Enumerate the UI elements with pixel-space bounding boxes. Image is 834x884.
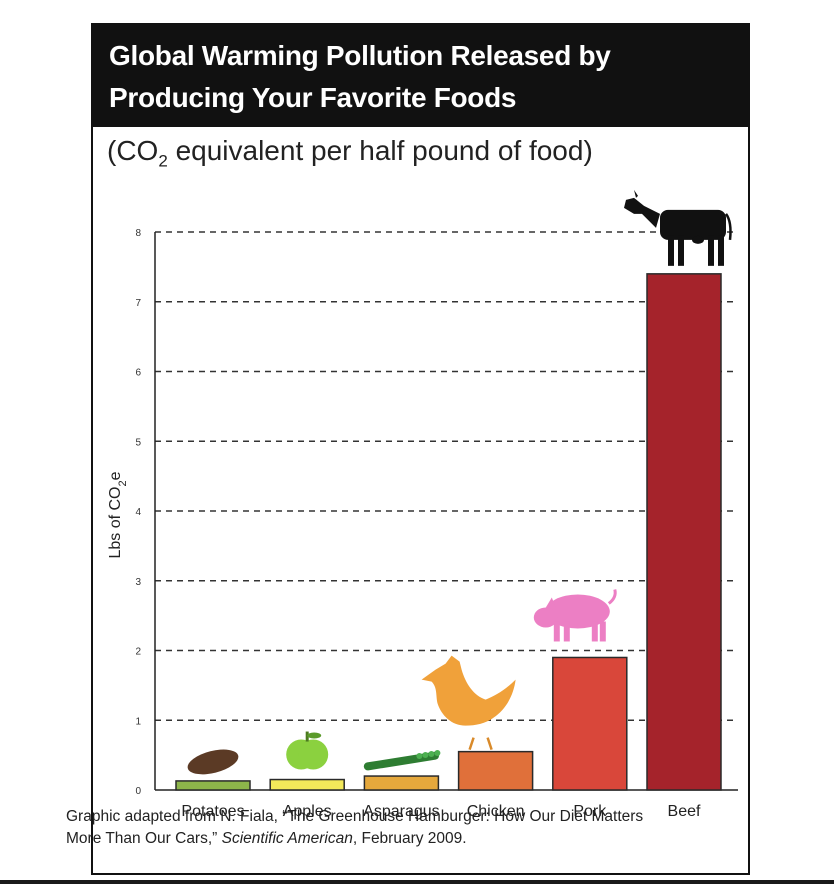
chart-title-line-2: Producing Your Favorite Foods [109,82,517,113]
title-bar: Global Warming Pollution Released by Pro… [93,25,748,127]
x-tick-label: Pork [573,803,607,820]
y-axis: 0 1 2 3 4 5 6 7 8 [135,228,738,797]
x-axis-labels: Potatoes Apples Asparagus Chicken Pork Beef [181,803,701,820]
bar-beef [646,273,722,791]
source-date: , February 2009. [352,830,467,847]
source-publication: Scientific American [221,830,353,847]
y-tick-label: 7 [135,298,141,309]
apple-icon [286,731,329,770]
chart-subtitle: (CO2 equivalent per half pound of food) [107,135,593,172]
y-tick-label: 2 [135,647,141,658]
bottom-rule [0,880,834,884]
y-tick-label: 3 [135,577,141,588]
subtitle-subscript: 2 [158,151,168,171]
x-tick-label: Beef [668,803,701,820]
chart-title-line-1: Global Warming Pollution Released by [109,40,611,71]
potato-icon [187,749,239,775]
asparagus-icon [363,750,441,771]
x-tick-label: Asparagus [363,803,440,820]
bar-pork [552,656,628,791]
chicken-icon [421,655,516,751]
pig-icon [533,589,617,642]
source-text: Graphic adapted from N. Fiala, “The Gree… [66,808,644,847]
chart-panel: Global Warming Pollution Released by Pro… [91,23,750,875]
x-tick-label: Potatoes [181,803,244,820]
bar-chicken [457,750,534,791]
subtitle-post: equivalent per half pound of food) [167,135,593,166]
y-tick-label: 4 [135,507,141,518]
x-tick-label: Chicken [467,803,525,820]
bar-asparagus [363,775,440,791]
y-tick-label: 1 [135,716,141,727]
y-tick-label: 8 [135,228,141,239]
bars [175,273,722,791]
x-tick-label: Apples [283,803,332,820]
y-tick-label: 6 [135,368,141,379]
cow-icon [624,189,732,266]
y-tick-label: 5 [135,437,141,448]
grid-lines [155,231,738,721]
bar-apples [269,778,345,791]
y-tick-label: 0 [135,786,141,797]
y-axis-label: Lbs of CO2e [107,471,129,558]
bar-potatoes [175,780,251,791]
source-note: Graphic adapted from N. Fiala, “The Gree… [66,806,656,850]
food-icons [187,189,732,775]
subtitle-pre: (CO [107,135,159,166]
